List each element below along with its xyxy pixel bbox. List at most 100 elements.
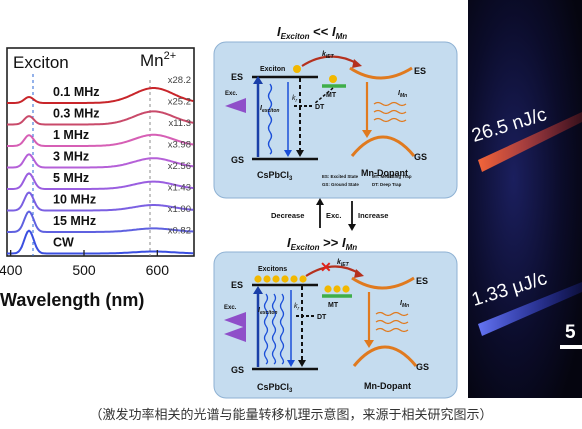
bottom-gs-right-label: GS <box>416 362 429 372</box>
top-exciton-emission-wave <box>267 83 273 155</box>
bottom-exciton-emission-wave <box>263 293 285 365</box>
top-exc-label: Exc. <box>225 91 238 97</box>
panel-b-diagram: IExciton << IMn ES GS Exciton Exc. Iexci… <box>213 24 458 399</box>
x-tick-label: 600 <box>146 262 170 278</box>
bottom-iet-arrowhead <box>354 269 364 278</box>
bottom-es-left-label: ES <box>231 280 243 290</box>
bottom-diagram-box <box>213 251 458 399</box>
middle-increase-label: Increase <box>358 211 388 220</box>
mn-label: Mn2+ <box>140 50 176 70</box>
bottom-pump-arrowhead <box>253 286 263 294</box>
bottom-mn-emission-wave <box>375 311 409 333</box>
bottom-exc-arrow-1 <box>224 312 246 328</box>
bottom-diagram-title: IExciton >> IMn <box>287 235 357 252</box>
spectrum-label: 10 MHz <box>53 193 96 207</box>
spectrum-label: 3 MHz <box>53 150 89 164</box>
panel-c-photo: 26.5 nJ/c 1.33 μJ/c 5 <box>468 0 582 398</box>
spectrum-scale-factor: x3.98 <box>168 140 191 151</box>
bottom-exciton-dot <box>263 275 271 283</box>
spectrum-scale-factor: x1.00 <box>168 204 191 215</box>
bottom-exciton-dot <box>272 275 280 283</box>
bottom-exciton-dot <box>290 275 298 283</box>
spectrum-scale-factor: x1.43 <box>168 183 191 194</box>
spectra-frame <box>6 47 195 257</box>
bottom-i-exciton-label: Iexciton <box>258 307 277 316</box>
top-kr-label: kr <box>292 95 298 104</box>
blue-emission-streak <box>478 282 582 336</box>
middle-exc-label: Exc. <box>326 211 341 220</box>
spectrum-scale-factor: x11.3 <box>168 118 191 129</box>
top-diagram-title: IExciton << IMn <box>277 24 347 41</box>
spectrum-label: 0.1 MHz <box>53 85 100 99</box>
spectrum-curve <box>7 110 194 126</box>
top-gs-right-label: GS <box>414 152 427 162</box>
top-host-label: CsPbCl3 <box>257 170 293 182</box>
bottom-kiet-label: kIET <box>337 259 350 268</box>
spectrum-label: 15 MHz <box>53 214 96 228</box>
bottom-mt-dots <box>324 285 350 293</box>
bottom-mn-arrowhead <box>364 340 374 348</box>
bottom-kr-label: kr <box>294 303 300 312</box>
x-tick-label: 400 <box>0 262 23 278</box>
bottom-gs-left-label: GS <box>231 365 244 375</box>
bottom-exciton-dot <box>299 275 307 283</box>
panel-a-spectra: Exciton Mn2+ 0.1 MHz x28.2 0.3 MHz x25.2 1 M… <box>0 47 195 310</box>
top-exc-arrow <box>225 98 246 113</box>
top-legend-4: DT: Deep Trap <box>372 182 402 187</box>
bottom-excitons-label: Excitons <box>258 266 287 273</box>
bottom-mn-dopant-label: Mn-Dopant <box>364 381 411 391</box>
bottom-mt-dot <box>342 285 350 293</box>
scale-bar <box>560 345 582 349</box>
top-legend-2: MT: Mediating Trap <box>372 174 412 179</box>
x-tick-group: 400 500 600 <box>0 250 169 278</box>
bottom-dt-label: DT <box>317 314 327 321</box>
figure-caption: （激发功率相关的光谱与能量转移机理示意图，来源于相关研究图示） <box>89 408 493 423</box>
x-axis-label: Wavelength (nm) <box>0 290 144 310</box>
bottom-exciton-dots <box>254 275 307 283</box>
top-mn-es-curve <box>349 66 413 80</box>
top-dt-label: DT <box>315 104 325 111</box>
bottom-exciton-dot <box>254 275 262 283</box>
middle-down-arrowhead <box>348 224 356 231</box>
spectrum-scale-factor: x2.56 <box>168 161 191 172</box>
top-iet-arrowhead <box>352 59 362 68</box>
top-i-mn-label: IMn <box>398 90 407 99</box>
middle-up-arrowhead <box>316 198 324 205</box>
top-es-right-label: ES <box>414 66 426 76</box>
spectrum-label: CW <box>53 236 74 250</box>
top-mt-dot <box>329 75 337 83</box>
top-mt-label: MT <box>326 92 337 99</box>
spectrum-curve <box>7 172 194 190</box>
bottom-mn-gs-curve <box>352 345 418 367</box>
top-legend-1: ES: Excited State <box>322 174 359 179</box>
x-tick-label: 500 <box>72 262 96 278</box>
bottom-mt-label: MT <box>328 302 339 309</box>
top-exciton-label: Exciton <box>260 66 285 73</box>
bottom-host-label: CsPbCl3 <box>257 382 293 394</box>
top-i-exciton-label: Iexciton <box>260 105 279 114</box>
top-mn-arrowhead <box>362 130 372 138</box>
top-mt-dashed <box>313 87 334 105</box>
spectrum-scale-factor: x0.82 <box>168 226 191 237</box>
top-mn-emission-wave <box>373 101 407 123</box>
red-emission-streak <box>478 112 582 172</box>
bottom-iet-blocked-icon: ✕ <box>320 259 332 275</box>
spectrum-curve <box>7 153 194 169</box>
spectrum-curve <box>7 229 194 255</box>
exciton-label: Exciton <box>13 53 69 72</box>
bottom-mt-dot <box>324 285 332 293</box>
spectrum-scale-factor: x28.2 <box>168 75 191 86</box>
bottom-exciton-dot <box>281 275 289 283</box>
top-mn-gs-curve <box>350 135 416 157</box>
spectrum-curve <box>7 191 194 212</box>
top-iet-arrow <box>301 55 359 67</box>
spectrum-label: 1 MHz <box>53 128 89 142</box>
top-gs-left-label: GS <box>231 155 244 165</box>
bottom-mt-dot <box>333 285 341 293</box>
top-kiet-label: kIET <box>322 51 335 60</box>
spectrum-curve <box>7 87 194 104</box>
scale-bar-label: 5 <box>565 322 576 343</box>
spectrum-label: 0.3 MHz <box>53 107 100 121</box>
bottom-exc-arrow-2 <box>224 326 246 342</box>
spectrum-scale-factor: x25.2 <box>168 97 191 108</box>
